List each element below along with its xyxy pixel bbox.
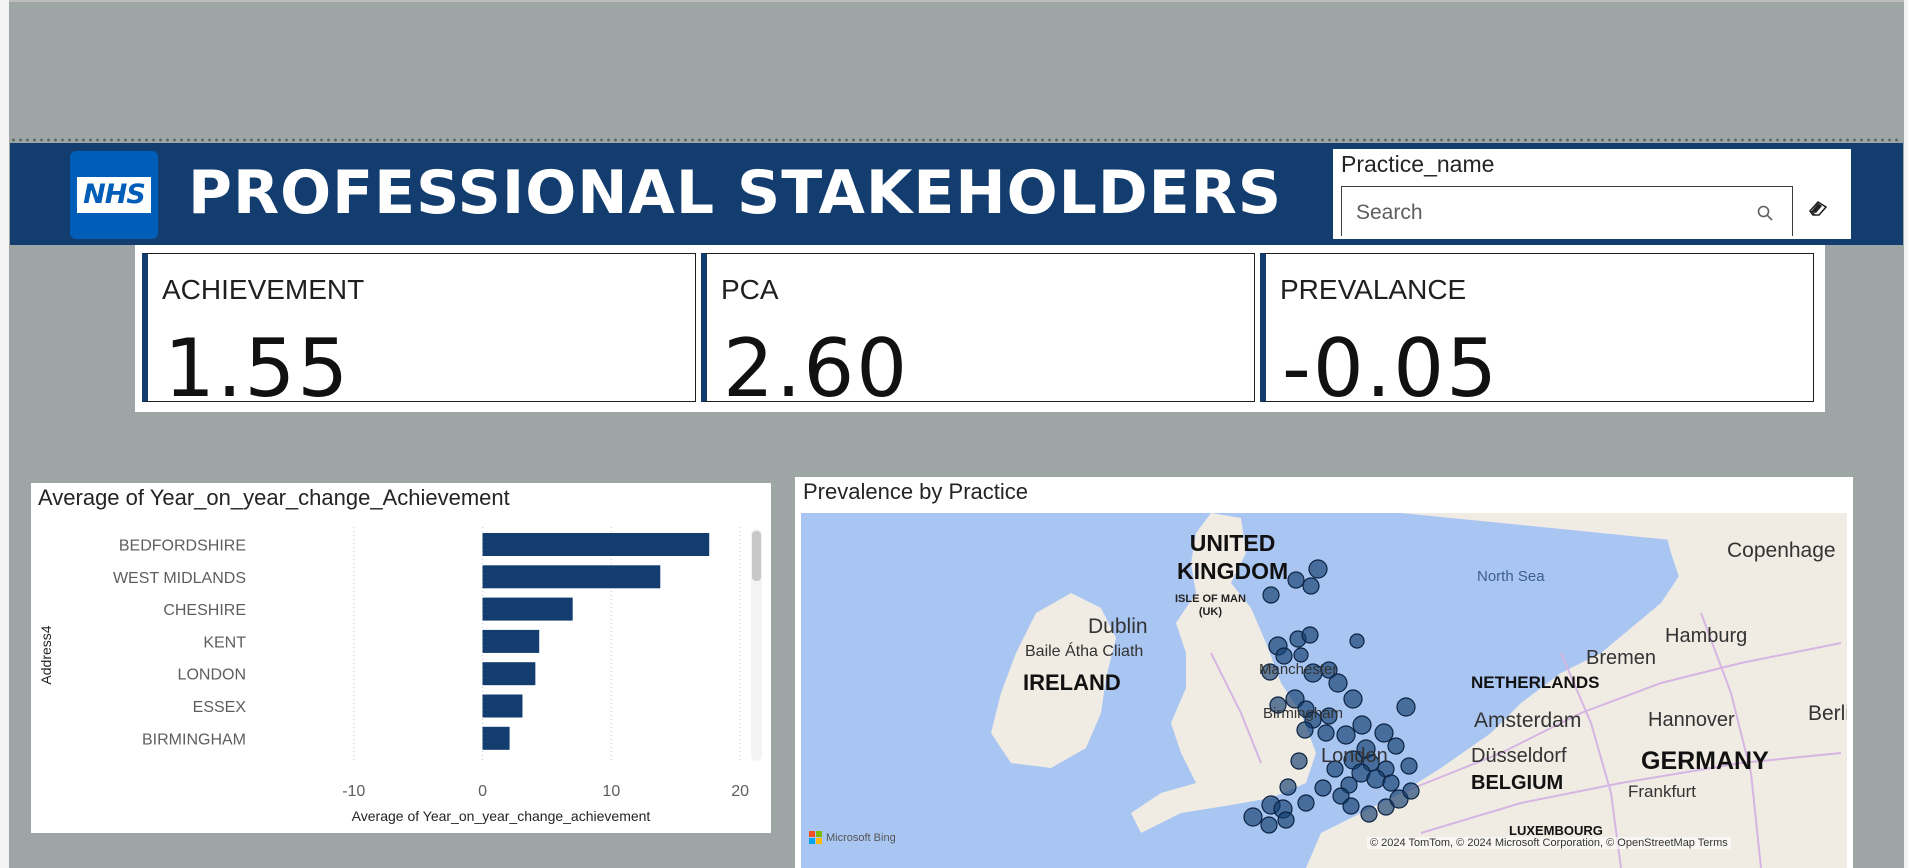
bar-chart-visual[interactable]: Average of Year_on_year_change_Achieveme…: [31, 483, 771, 833]
y-category-label: BEDFORDSHIRE: [119, 538, 246, 555]
chart-title: Average of Year_on_year_change_Achieveme…: [38, 485, 510, 510]
y-category-label: BIRMINGHAM: [142, 731, 246, 748]
map-label-amsterdam: Amsterdam: [1474, 709, 1582, 732]
map-label-dusseldorf: Düsseldorf: [1471, 745, 1567, 767]
practice-name-slicer[interactable]: Practice_name Search: [1333, 149, 1851, 239]
nhs-logo: NHS: [70, 151, 158, 239]
search-placeholder: Search: [1356, 201, 1423, 224]
microsoft-logo-icon: [809, 831, 822, 844]
map-canvas[interactable]: UNITED KINGDOM ISLE OF MAN (UK) Dublin Bai…: [801, 513, 1847, 868]
bar[interactable]: [482, 726, 510, 750]
bing-logo[interactable]: Microsoft Bing: [809, 831, 896, 844]
map-label-netherlands: NETHERLANDS: [1471, 673, 1600, 692]
map-label-copenhagen: Copenhage: [1727, 539, 1836, 562]
bar-chart-svg: -10 0 10 20 BEDFORDSHIRE WEST MIDLANDS CHESHIR…: [38, 527, 749, 824]
map-label-hamburg: Hamburg: [1665, 625, 1748, 647]
page-title: PROFESSIONAL STAKEHOLDERS: [188, 158, 1283, 228]
map-svg: [801, 513, 1847, 868]
map-label-luxembourg: LUXEMBOURG: [1509, 823, 1603, 838]
card-value: -0.05: [1282, 322, 1499, 415]
map-title: Prevalence by Practice: [803, 479, 1028, 504]
bar[interactable]: [482, 533, 710, 556]
eraser-icon[interactable]: [1807, 199, 1829, 217]
map-label-baile-atha-cliath: Baile Átha Cliath: [1025, 643, 1144, 660]
header-divider: [10, 138, 1902, 142]
chart-scrollbar-thumb[interactable]: [752, 531, 761, 581]
y-category-label: LONDON: [178, 667, 246, 684]
bing-label: Microsoft Bing: [826, 831, 896, 844]
window-top-edge: [0, 0, 1908, 2]
map-label-dublin: Dublin: [1088, 615, 1148, 638]
search-input[interactable]: Search: [1341, 186, 1793, 236]
bar[interactable]: [482, 629, 540, 653]
x-axis-label: Average of Year_on_year_change_achieveme…: [352, 808, 651, 824]
y-category-label: WEST MIDLANDS: [113, 570, 246, 587]
bar[interactable]: [482, 565, 661, 589]
map-label-north-sea: North Sea: [1477, 568, 1545, 585]
map-label-frankfurt: Frankfurt: [1628, 782, 1697, 801]
bar[interactable]: [482, 694, 523, 718]
pca-card[interactable]: PCA 2.60: [701, 253, 1255, 414]
nhs-logo-text: NHS: [77, 177, 151, 213]
map-label-london: London: [1321, 745, 1388, 767]
bar[interactable]: [482, 662, 536, 686]
achievement-card[interactable]: ACHIEVEMENT 1.55: [142, 253, 696, 414]
map-label-manchester: Manchester: [1259, 661, 1338, 678]
map-label-berlin: Berlin: [1808, 702, 1847, 725]
map-label-bremen: Bremen: [1586, 647, 1657, 669]
card-label: ACHIEVEMENT: [162, 274, 365, 305]
canvas-right-edge: [1904, 0, 1908, 868]
x-tick-label: -10: [342, 783, 365, 800]
map-label-hannover: Hannover: [1648, 709, 1735, 731]
map-label-belgium: BELGIUM: [1471, 772, 1564, 794]
map-label-birmingham: Birmingham: [1263, 705, 1344, 722]
y-category-label: KENT: [203, 634, 246, 651]
x-tick-label: 0: [478, 783, 487, 800]
y-category-label: CHESHIRE: [163, 602, 246, 619]
y-axis-label: Address4: [38, 625, 54, 684]
map-label-ireland: IRELAND: [1023, 670, 1121, 695]
map-attribution[interactable]: © 2024 TomTom, © 2024 Microsoft Corporat…: [1367, 837, 1731, 849]
canvas-left-edge: [0, 0, 9, 868]
card-value: 1.55: [164, 322, 351, 415]
map-label-uk: UNITED KINGDOM: [1177, 530, 1289, 584]
card-label: PCA: [721, 274, 779, 305]
map-visual[interactable]: Prevalence by Practice: [795, 477, 1853, 868]
slicer-title: Practice_name: [1341, 151, 1495, 177]
x-tick-label: 10: [602, 783, 620, 800]
chart-scrollbar[interactable]: [751, 529, 762, 761]
prevalance-card[interactable]: PREVALANCE -0.05: [1260, 253, 1814, 414]
card-value: 2.60: [723, 322, 910, 415]
map-label-isle-of-man: ISLE OF MAN (UK): [1175, 593, 1246, 618]
x-tick-label: 20: [731, 783, 749, 800]
card-label: PREVALANCE: [1280, 274, 1467, 305]
search-icon[interactable]: [1756, 204, 1774, 222]
map-label-germany: GERMANY: [1641, 747, 1769, 775]
bar[interactable]: [482, 597, 573, 621]
y-category-label: ESSEX: [193, 699, 247, 716]
